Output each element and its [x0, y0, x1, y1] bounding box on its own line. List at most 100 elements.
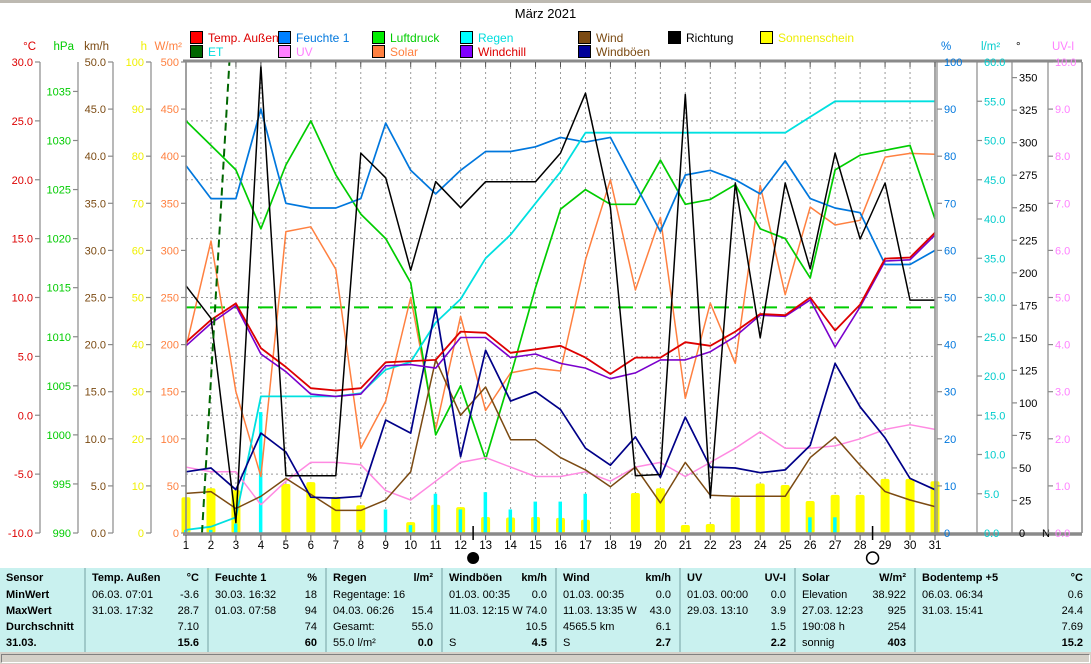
- axis-unit-label: l/m²: [981, 41, 1000, 53]
- legend-label-feuchte-1: Feuchte 1: [296, 31, 350, 45]
- stats-cell: 190:08 h 254: [802, 621, 906, 633]
- axis-unit-label: °: [1016, 41, 1021, 53]
- svg-text:10.0: 10.0: [12, 293, 33, 305]
- axis-unit-label: km/h: [84, 41, 109, 53]
- svg-text:6.0: 6.0: [1055, 245, 1070, 257]
- stats-col-header: Feuchte 1%: [215, 572, 317, 584]
- legend-swatch-regen: [460, 31, 473, 44]
- svg-text:100: 100: [161, 434, 179, 446]
- axis-unit-label: UV-I: [1052, 41, 1074, 53]
- svg-text:3.0: 3.0: [1055, 387, 1070, 399]
- svg-text:-10.0: -10.0: [8, 528, 33, 540]
- svg-text:15: 15: [529, 540, 542, 552]
- stats-cell: 15.2: [1061, 637, 1083, 649]
- stats-cell: 29.03. 13:10 3.9: [687, 605, 786, 617]
- svg-text:8.0: 8.0: [1055, 151, 1070, 163]
- stats-col-row-labels: Sensor MinWert MaxWert Durchschnitt 31.03.: [0, 568, 84, 652]
- stats-cell: 06.03. 06:34 0.6: [922, 589, 1083, 601]
- svg-text:25.0: 25.0: [12, 116, 33, 128]
- svg-text:50: 50: [132, 293, 144, 305]
- svg-text:1015: 1015: [47, 283, 71, 295]
- svg-text:300: 300: [161, 245, 179, 257]
- svg-text:6: 6: [308, 540, 314, 552]
- svg-text:2.0: 2.0: [1055, 434, 1070, 446]
- stats-col-header: Wind km/h: [563, 572, 671, 584]
- svg-text:25: 25: [779, 540, 792, 552]
- series-feuchte-1-line: [185, 108, 936, 266]
- svg-text:23: 23: [729, 540, 742, 552]
- legend-label-windb-en: Windböen: [596, 45, 651, 59]
- svg-text:25.0: 25.0: [85, 293, 106, 305]
- x-axis-ticks: [185, 62, 936, 540]
- legend-item-richtung: Richtung: [668, 31, 733, 45]
- svg-text:14: 14: [504, 540, 517, 552]
- stats-cell: 30.03. 16:32 18: [215, 589, 317, 601]
- svg-text:15.0: 15.0: [984, 410, 1005, 422]
- axis-unit-label: h: [141, 41, 147, 53]
- svg-text:500: 500: [161, 57, 179, 69]
- axis-unit-label: hPa: [54, 41, 75, 53]
- svg-text:1020: 1020: [47, 234, 71, 246]
- svg-text:0.0: 0.0: [18, 410, 33, 422]
- stats-col-regen: Regen l/m² Regentage: 16 04.03. 06:26 15.4 Ge…: [325, 568, 441, 652]
- svg-text:9: 9: [383, 540, 389, 552]
- svg-text:11: 11: [430, 540, 442, 552]
- status-bar-track: [1, 654, 1090, 663]
- svg-text:200: 200: [161, 340, 179, 352]
- svg-text:18: 18: [604, 540, 617, 552]
- svg-text:325: 325: [1019, 105, 1037, 117]
- legend-swatch-wind: [578, 31, 591, 44]
- svg-text:10.0: 10.0: [984, 450, 1005, 462]
- svg-text:17: 17: [579, 540, 592, 552]
- svg-text:4: 4: [258, 540, 265, 552]
- legend-label-wind: Wind: [596, 31, 624, 45]
- svg-text:30.0: 30.0: [85, 245, 106, 257]
- svg-text:250: 250: [1019, 203, 1037, 215]
- legend-item-temp-au-en: Temp. Außen: [190, 31, 279, 45]
- svg-text:2: 2: [208, 540, 214, 552]
- stats-cell: 31.03. 15:41 24.4: [922, 605, 1083, 617]
- chart-canvas: 1 2 3 4 5 6 7 8 9 10 11 12 13 14 15 16 17 18 19 20 21 22 23 24 2…: [8, 41, 1083, 565]
- svg-text:60.0: 60.0: [984, 57, 1005, 69]
- legend-item-et: ET: [190, 45, 223, 59]
- svg-text:16: 16: [554, 540, 567, 552]
- full-moon-icon: [865, 551, 880, 565]
- svg-text:10: 10: [404, 540, 417, 552]
- svg-text:1010: 1010: [47, 332, 71, 344]
- legend-swatch-temp-au-en: [190, 31, 203, 44]
- stats-col-feuchte-1: Feuchte 1% 30.03. 16:32 18 01.03. 07:58 94 74…: [207, 568, 325, 652]
- axis-uv-i: UV-I 10.0 9.0 8.0 7.0 6.0 5.0 4.0 3.0 2.0 1.0 0.0: [1047, 41, 1076, 540]
- svg-text:70: 70: [132, 198, 144, 210]
- legend-swatch-windb-en: [578, 45, 591, 58]
- svg-text:80: 80: [132, 151, 144, 163]
- svg-text:20.0: 20.0: [85, 340, 106, 352]
- stats-col-solar: Solar W/m² Elevation 38.922 27.03. 12:23 925 1…: [794, 568, 914, 652]
- svg-text:25.0: 25.0: [984, 332, 1005, 344]
- svg-text:0: 0: [173, 528, 179, 540]
- svg-text:8: 8: [358, 540, 364, 552]
- svg-text:1.0: 1.0: [1055, 481, 1070, 493]
- stats-col-header: Temp. Außen °C: [92, 572, 199, 584]
- svg-text:80: 80: [944, 151, 956, 163]
- svg-text:4.0: 4.0: [1055, 340, 1070, 352]
- stats-cell: 1.5: [770, 621, 786, 633]
- axis-hpa: hPa 1035 1030 1025 1020 1015 1010 1005 1000 995 99…: [47, 41, 79, 540]
- svg-text:26: 26: [804, 540, 817, 552]
- svg-text:9.0: 9.0: [1055, 104, 1070, 116]
- svg-text:N: N: [1042, 528, 1050, 540]
- stats-cell: 60: [304, 637, 317, 649]
- svg-text:5.0: 5.0: [1055, 293, 1070, 305]
- stats-cell: 04.03. 06:26 15.4: [333, 605, 433, 617]
- svg-text:50: 50: [167, 481, 179, 493]
- axis-unit-label: W/m²: [155, 41, 183, 53]
- svg-text:300: 300: [1019, 138, 1037, 150]
- svg-text:40.0: 40.0: [85, 151, 106, 163]
- svg-text:7.0: 7.0: [1055, 198, 1070, 210]
- svg-text:10: 10: [944, 481, 956, 493]
- svg-text:990: 990: [53, 528, 71, 540]
- stats-col-header: Windböen km/h: [449, 572, 547, 584]
- svg-text:0.0: 0.0: [91, 528, 106, 540]
- legend-label-windchill: Windchill: [478, 45, 527, 59]
- stats-col-wind: Wind km/h 01.03. 00:35 0.0 11.03. 13:35 W 43.…: [555, 568, 679, 652]
- stats-row-label: Durchschnitt: [6, 621, 74, 633]
